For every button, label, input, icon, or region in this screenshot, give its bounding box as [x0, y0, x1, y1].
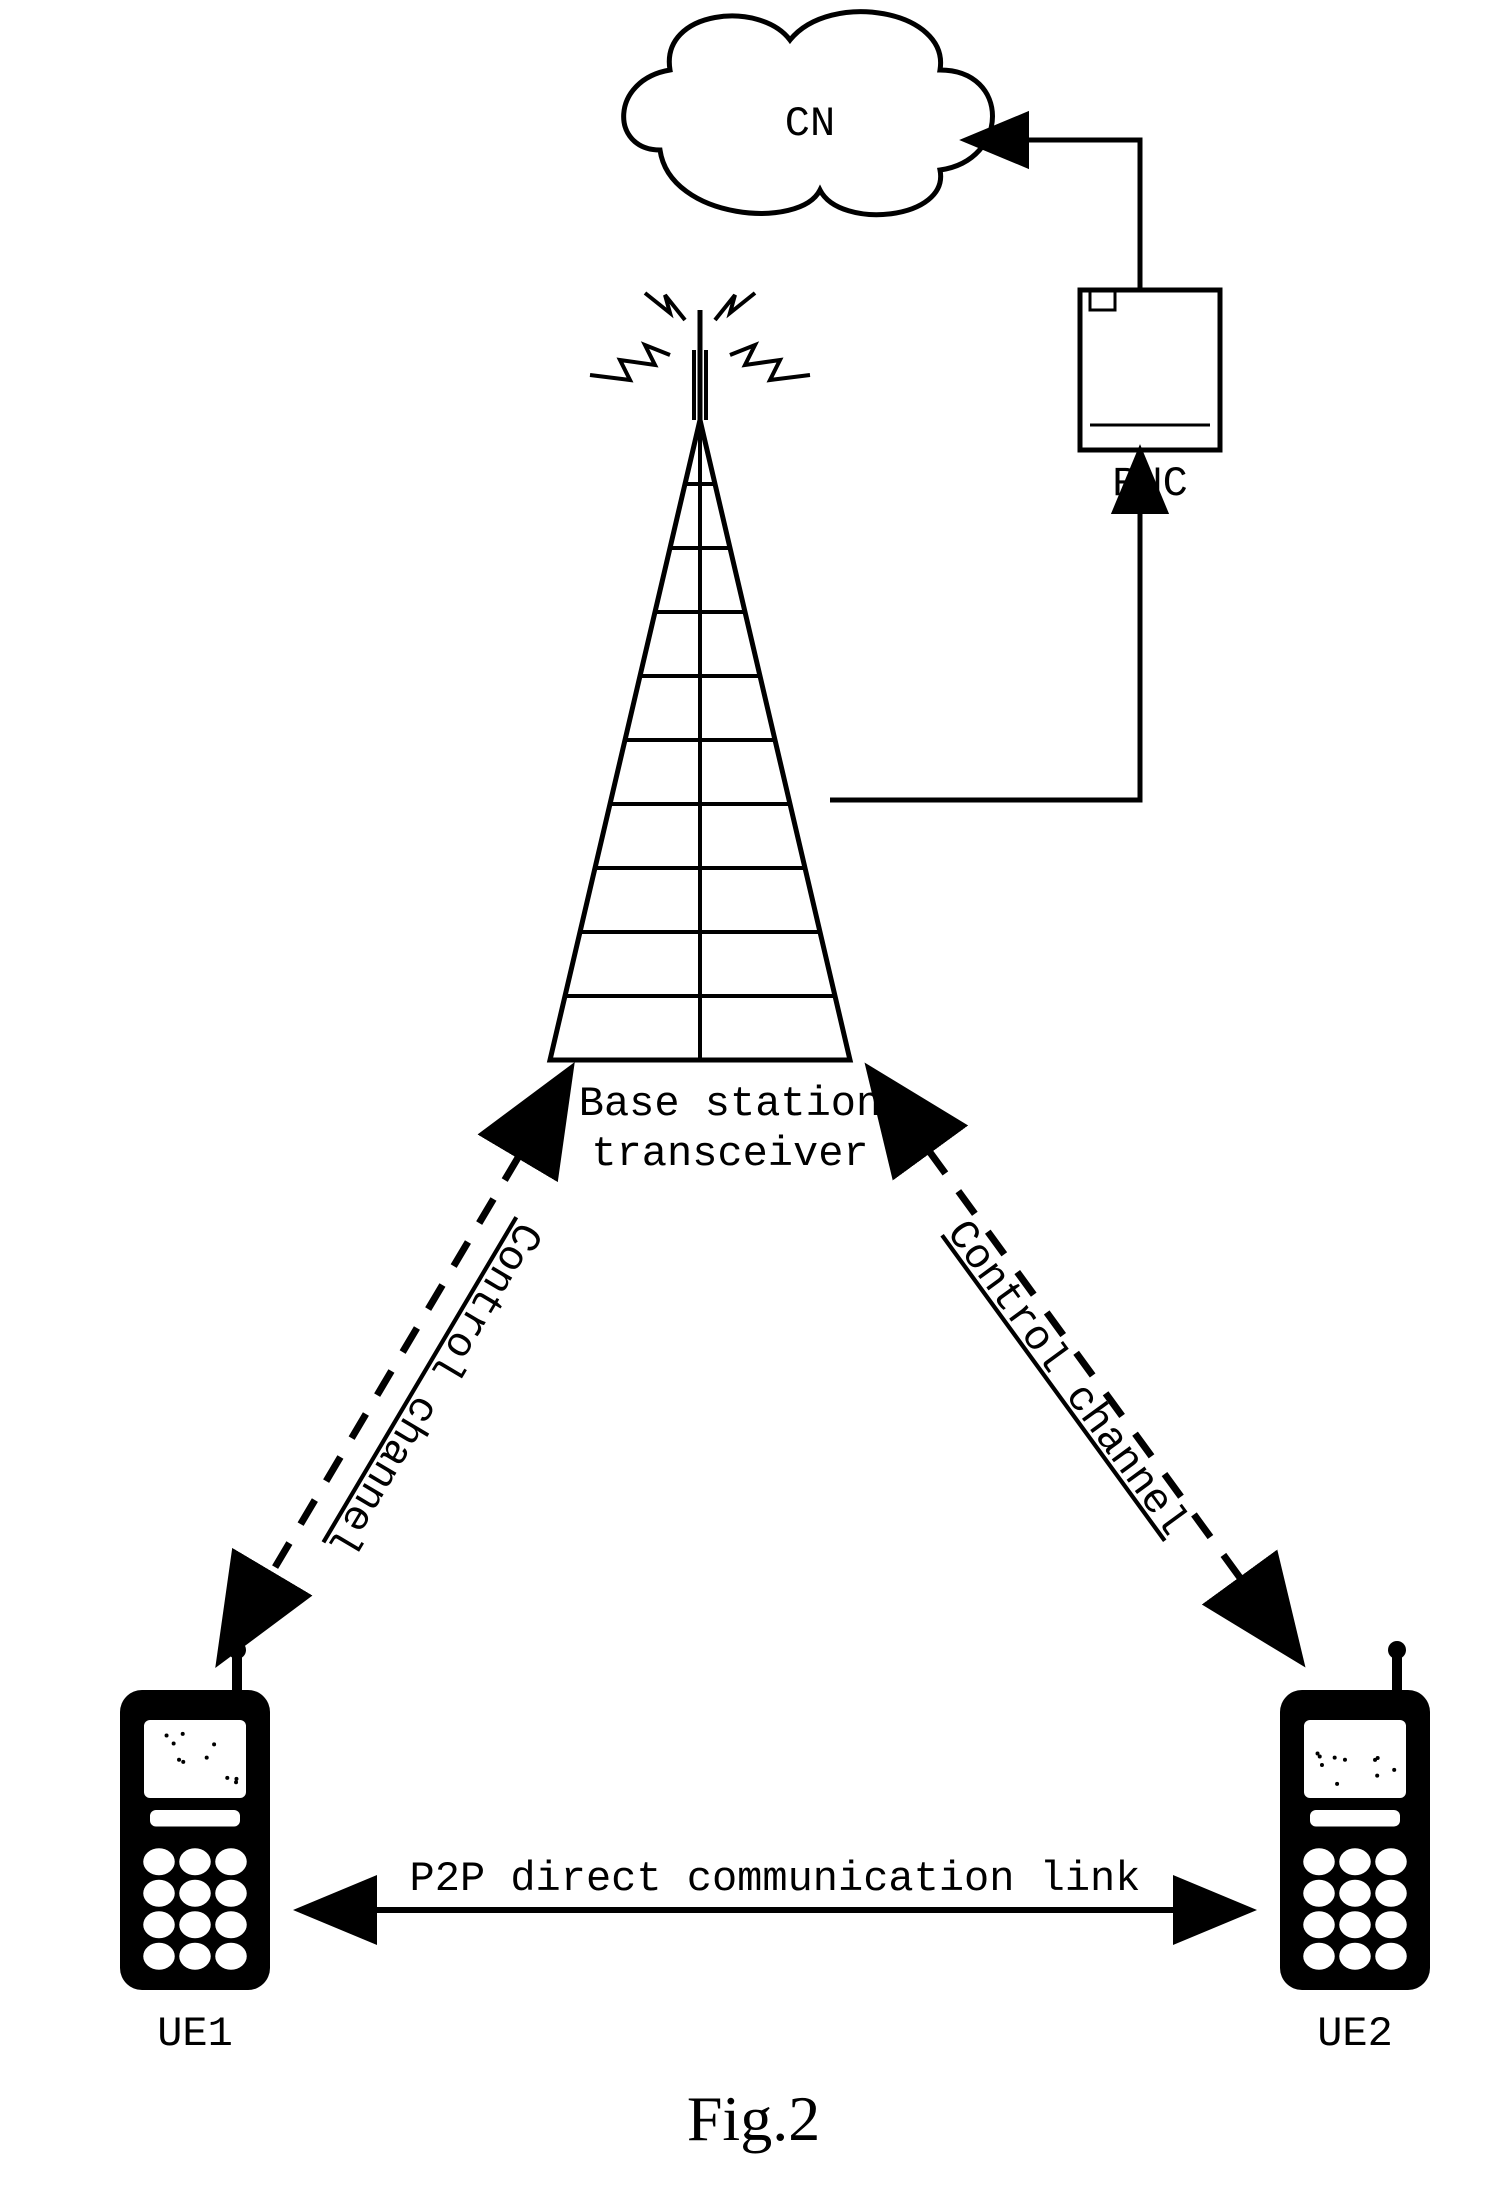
cn-label: CN — [785, 100, 835, 148]
diagram-canvas: CNRNCBase stationtransceiverUE1UE2Contro… — [0, 0, 1507, 2186]
base-station-label-2: transceiver — [591, 1130, 868, 1178]
figure-caption: Fig.2 — [687, 2083, 820, 2154]
p2p-link: P2P direct communication link — [300, 1855, 1250, 1910]
rnc-label: RNC — [1112, 460, 1188, 508]
ue2-phone-label: UE2 — [1317, 2010, 1393, 2058]
base-station-label-1: Base station — [579, 1080, 881, 1128]
ue1-phone-label: UE1 — [157, 2010, 233, 2058]
p2p-link-label: P2P direct communication link — [410, 1855, 1141, 1903]
